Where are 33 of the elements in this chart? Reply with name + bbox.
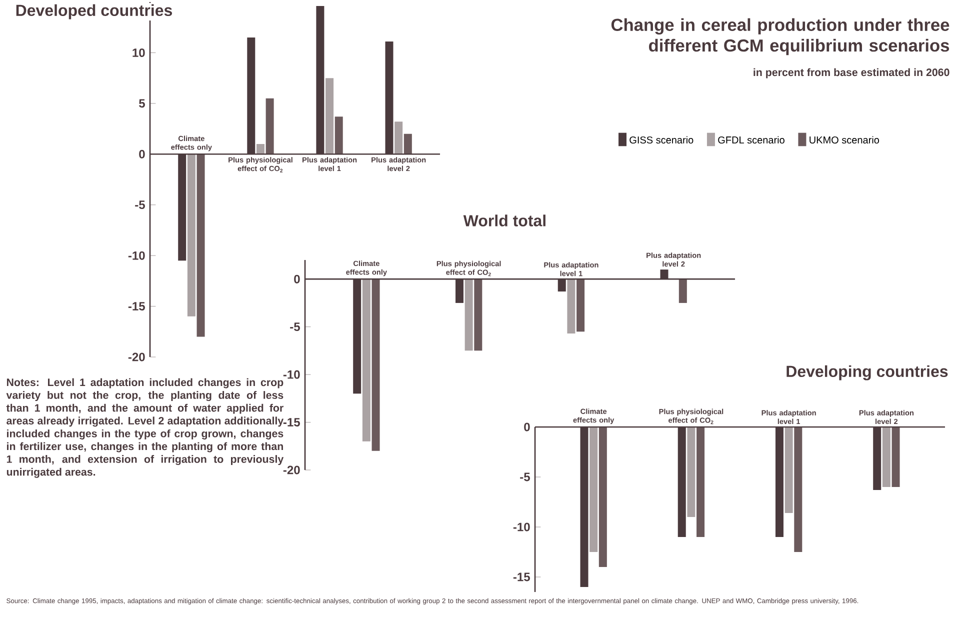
chart-title: Developing countries [786, 365, 948, 380]
y-tick-label: -5 [135, 200, 145, 210]
bar [266, 98, 274, 154]
y-tick-label: 10 [132, 48, 145, 57]
y-tick-label: -10 [283, 370, 300, 379]
y-tick-label: -10 [128, 251, 145, 260]
y-tick-label: 0 [139, 150, 145, 158]
y-tick-label: 0 [524, 422, 530, 432]
text: Change in cereal production under three different GCM equilibrium scenarios [611, 18, 950, 56]
bar [394, 122, 403, 154]
bar [196, 154, 205, 337]
y-tick-label: -15 [513, 572, 530, 582]
y-tick-label: -10 [513, 522, 530, 532]
y-tick-label: 5 [138, 99, 145, 108]
bar [404, 134, 412, 154]
bar [334, 116, 343, 154]
y-tick-label: -5 [520, 472, 530, 482]
y-tick-label: -20 [128, 352, 145, 362]
text: Notes: Level 1 adaptation included changes in crop variety but not the crop, the planting date of less than 1 month, and the amount of water applied for areas already irrigated. Level 2 adaptation additionally included changes in the type of crop grown, changes in fertilizer use, changes in the planting of more than 1 month, and extension of irrigation to previously unirrigated areas. [6, 378, 284, 478]
chart-title: Developed countries [16, 4, 172, 20]
y-tick-label: -20 [283, 466, 300, 474]
legend-label: UKMO scenario [810, 136, 880, 144]
y-tick-label: -15 [128, 302, 145, 310]
bar [256, 144, 264, 154]
y-tick-label: -5 [290, 322, 300, 332]
legend-label: GISS scenario [630, 136, 694, 144]
bar [187, 154, 196, 316]
legend-label: GFDL scenario [718, 136, 784, 144]
bar [326, 78, 334, 154]
y-tick-label: 0 [294, 274, 300, 284]
y-tick-label: -15 [283, 418, 300, 426]
text: in percent from base estimated in 2060 [754, 68, 950, 78]
chart-title: World total [463, 214, 546, 226]
